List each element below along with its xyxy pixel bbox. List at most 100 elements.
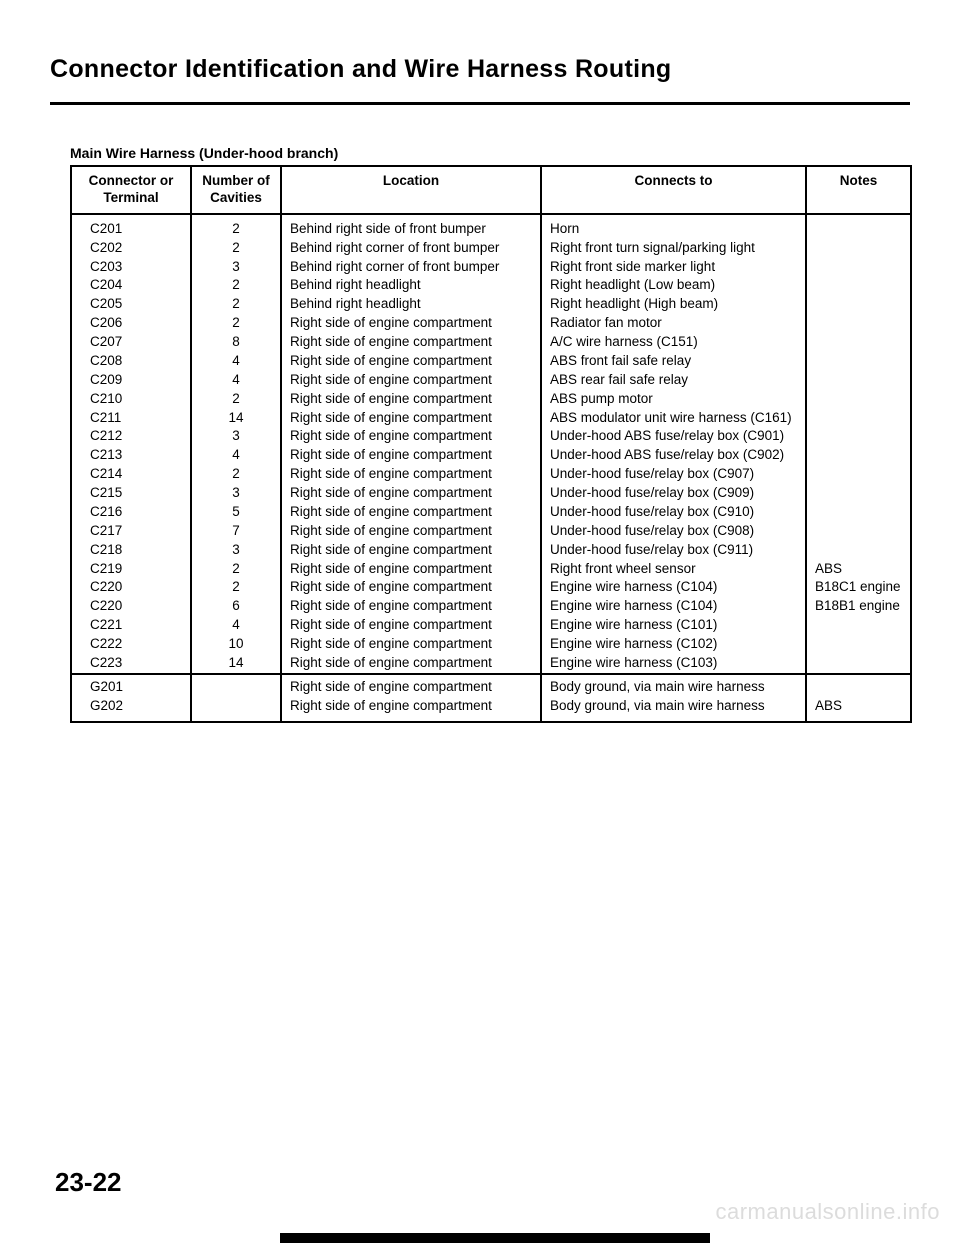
table-row: C2062Right side of engine compartmentRad… [71, 314, 911, 333]
table-row: C2033Behind right corner of front bumper… [71, 258, 911, 277]
cell-location: Right side of engine compartment [281, 314, 541, 333]
col-header-location: Location [281, 166, 541, 214]
cell-notes [806, 371, 911, 390]
cell-connects: Engine wire harness (C102) [541, 635, 806, 654]
cell-location: Right side of engine compartment [281, 541, 541, 560]
cell-cavities: 14 [191, 409, 281, 428]
cell-cavities [191, 697, 281, 722]
cell-notes [806, 446, 911, 465]
cell-cavities: 4 [191, 371, 281, 390]
cell-location: Right side of engine compartment [281, 635, 541, 654]
table-row: C2094Right side of engine compartmentABS… [71, 371, 911, 390]
table-row: C2214Right side of engine compartmentEng… [71, 616, 911, 635]
page-title: Connector Identification and Wire Harnes… [50, 55, 910, 84]
cell-notes [806, 484, 911, 503]
cell-connects: Under-hood ABS fuse/relay box (C901) [541, 427, 806, 446]
cell-connects: Under-hood fuse/relay box (C907) [541, 465, 806, 484]
cell-connector: C219 [71, 560, 191, 579]
table-row: C22314Right side of engine compartmentEn… [71, 654, 911, 674]
table-row: C2134Right side of engine compartmentUnd… [71, 446, 911, 465]
cell-location: Right side of engine compartment [281, 578, 541, 597]
cell-connector: C204 [71, 276, 191, 295]
cell-notes [806, 541, 911, 560]
title-rule [50, 102, 910, 105]
cell-connects: Under-hood fuse/relay box (C911) [541, 541, 806, 560]
cell-location: Right side of engine compartment [281, 616, 541, 635]
cell-notes [806, 352, 911, 371]
cell-cavities: 4 [191, 446, 281, 465]
cell-cavities: 6 [191, 597, 281, 616]
cell-connector: C203 [71, 258, 191, 277]
cell-location: Right side of engine compartment [281, 484, 541, 503]
cell-location: Behind right headlight [281, 295, 541, 314]
cell-notes [806, 409, 911, 428]
cell-connects: Body ground, via main wire harness [541, 697, 806, 722]
cell-location: Right side of engine compartment [281, 522, 541, 541]
cell-cavities: 8 [191, 333, 281, 352]
page-bottom-blackstrip [280, 1233, 710, 1243]
col-header-connects: Connects to [541, 166, 806, 214]
cell-connects: Engine wire harness (C101) [541, 616, 806, 635]
page-number: 23-22 [55, 1167, 122, 1198]
cell-location: Right side of engine compartment [281, 597, 541, 616]
cell-connects: ABS modulator unit wire harness (C161) [541, 409, 806, 428]
cell-cavities: 14 [191, 654, 281, 674]
cell-connector: C208 [71, 352, 191, 371]
cell-location: Right side of engine compartment [281, 409, 541, 428]
table-row: C2153Right side of engine compartmentUnd… [71, 484, 911, 503]
cell-location: Right side of engine compartment [281, 390, 541, 409]
col-header-notes: Notes [806, 166, 911, 214]
cell-connects: Radiator fan motor [541, 314, 806, 333]
watermark-text: carmanualsonline.info [715, 1199, 940, 1225]
cell-notes [806, 522, 911, 541]
cell-connects: ABS pump motor [541, 390, 806, 409]
cell-cavities: 2 [191, 314, 281, 333]
cell-location: Right side of engine compartment [281, 503, 541, 522]
cell-cavities: 2 [191, 295, 281, 314]
cell-connects: Engine wire harness (C103) [541, 654, 806, 674]
cell-notes [806, 465, 911, 484]
cell-connector: C209 [71, 371, 191, 390]
cell-cavities: 3 [191, 484, 281, 503]
cell-notes [806, 239, 911, 258]
page-root: Connector Identification and Wire Harnes… [0, 0, 960, 1243]
cell-location: Right side of engine compartment [281, 465, 541, 484]
table-row: C21114Right side of engine compartmentAB… [71, 409, 911, 428]
cell-connects: Right front side marker light [541, 258, 806, 277]
cell-location: Behind right corner of front bumper [281, 239, 541, 258]
cell-location: Behind right side of front bumper [281, 214, 541, 239]
cell-cavities: 2 [191, 560, 281, 579]
cell-connector: C213 [71, 446, 191, 465]
table-row: C2165Right side of engine compartmentUnd… [71, 503, 911, 522]
cell-location: Right side of engine compartment [281, 560, 541, 579]
cell-cavities: 2 [191, 465, 281, 484]
table-row: C2022Behind right corner of front bumper… [71, 239, 911, 258]
cell-cavities: 10 [191, 635, 281, 654]
cell-location: Right side of engine compartment [281, 654, 541, 674]
cell-location: Right side of engine compartment [281, 446, 541, 465]
cell-connector: C205 [71, 295, 191, 314]
cell-connects: ABS front fail safe relay [541, 352, 806, 371]
table-row: C2123Right side of engine compartmentUnd… [71, 427, 911, 446]
cell-cavities: 2 [191, 276, 281, 295]
cell-cavities: 7 [191, 522, 281, 541]
cell-notes [806, 635, 911, 654]
table-body-main: C2012Behind right side of front bumperHo… [71, 214, 911, 674]
table-row: C2084Right side of engine compartmentABS… [71, 352, 911, 371]
cell-notes [806, 427, 911, 446]
table-row: C2012Behind right side of front bumperHo… [71, 214, 911, 239]
table-row: G201Right side of engine compartmentBody… [71, 674, 911, 697]
cell-cavities: 2 [191, 578, 281, 597]
cell-location: Right side of engine compartment [281, 333, 541, 352]
cell-connector: C223 [71, 654, 191, 674]
table-row: C2183Right side of engine compartmentUnd… [71, 541, 911, 560]
cell-connector: C206 [71, 314, 191, 333]
cell-notes [806, 390, 911, 409]
cell-notes: B18B1 engine [806, 597, 911, 616]
cell-connector: C212 [71, 427, 191, 446]
cell-notes: ABS [806, 560, 911, 579]
col-header-cavities: Number of Cavities [191, 166, 281, 214]
cell-connects: Body ground, via main wire harness [541, 674, 806, 697]
cell-connector: C218 [71, 541, 191, 560]
table-caption: Main Wire Harness (Under-hood branch) [70, 145, 910, 161]
